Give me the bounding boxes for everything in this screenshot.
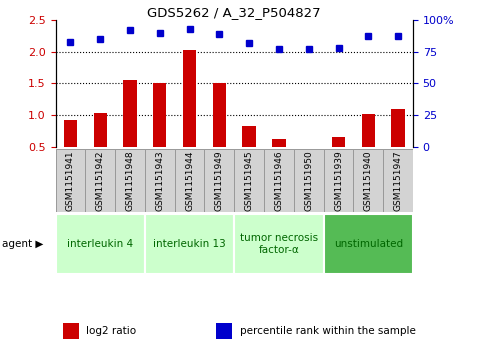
Text: agent ▶: agent ▶ (2, 239, 44, 249)
Text: GSM1151940: GSM1151940 (364, 151, 373, 211)
Title: GDS5262 / A_32_P504827: GDS5262 / A_32_P504827 (147, 6, 321, 19)
Text: GSM1151941: GSM1151941 (66, 151, 75, 211)
Text: GSM1151939: GSM1151939 (334, 151, 343, 212)
Text: tumor necrosis
factor-α: tumor necrosis factor-α (240, 233, 318, 255)
Bar (204, 149, 234, 212)
Text: GSM1151947: GSM1151947 (394, 151, 402, 211)
Text: percentile rank within the sample: percentile rank within the sample (240, 326, 415, 336)
Bar (234, 149, 264, 212)
Bar (332, 138, 345, 147)
Bar (294, 149, 324, 212)
Bar (324, 214, 413, 274)
Bar (64, 120, 77, 147)
Text: GSM1151946: GSM1151946 (274, 151, 284, 211)
Bar (264, 149, 294, 212)
Text: interleukin 13: interleukin 13 (153, 239, 226, 249)
Bar (362, 114, 375, 147)
Bar (115, 149, 145, 212)
Text: GSM1151949: GSM1151949 (215, 151, 224, 211)
Text: GSM1151945: GSM1151945 (245, 151, 254, 211)
Bar (213, 83, 226, 147)
Text: interleukin 4: interleukin 4 (67, 239, 133, 249)
Bar (324, 149, 354, 212)
Bar (56, 149, 85, 212)
Text: GSM1151944: GSM1151944 (185, 151, 194, 211)
Bar (234, 214, 324, 274)
Text: log2 ratio: log2 ratio (86, 326, 136, 336)
Text: unstimulated: unstimulated (334, 239, 403, 249)
Bar (145, 149, 175, 212)
Bar (94, 113, 107, 147)
Bar (145, 214, 234, 274)
Text: GSM1151943: GSM1151943 (156, 151, 164, 211)
Bar (123, 79, 137, 147)
Bar (153, 83, 167, 147)
Bar (216, 323, 232, 339)
Bar (183, 50, 196, 147)
Text: GSM1151950: GSM1151950 (304, 151, 313, 212)
Bar (383, 149, 413, 212)
Bar (56, 214, 145, 274)
Text: GSM1151942: GSM1151942 (96, 151, 105, 211)
Bar (391, 109, 405, 147)
Bar (85, 149, 115, 212)
Bar (242, 126, 256, 147)
Bar (175, 149, 204, 212)
Text: GSM1151948: GSM1151948 (126, 151, 134, 211)
Bar (63, 323, 79, 339)
Bar (272, 139, 285, 147)
Bar (354, 149, 383, 212)
